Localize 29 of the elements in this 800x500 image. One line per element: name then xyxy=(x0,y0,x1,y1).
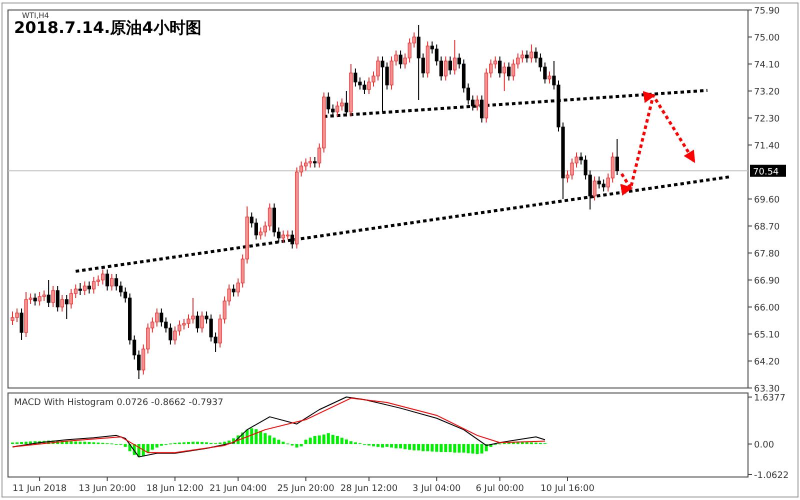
y-tick-label: 63.30 xyxy=(754,384,780,394)
x-tick-label: 11 Jun 2018 xyxy=(12,484,67,494)
x-tick-label: 28 Jun 12:00 xyxy=(340,484,398,494)
x-tick-label: 10 Jul 16:00 xyxy=(540,484,595,494)
y-tick-label: 68.70 xyxy=(754,222,780,232)
x-tick-label: 6 Jul 00:00 xyxy=(476,484,524,494)
x-tick-label: 25 Jun 20:00 xyxy=(277,484,335,494)
y-tick-label: 75.90 xyxy=(754,6,780,16)
x-tick-label: 13 Jun 20:00 xyxy=(78,484,136,494)
y-tick-label: 69.60 xyxy=(754,196,780,206)
text: MACD With Histogram 0.0726 -0.8662 -0.7937 xyxy=(14,398,224,408)
y-tick-label: 71.40 xyxy=(754,142,780,152)
y-tick-label: 67.80 xyxy=(754,250,780,260)
text: 2018.7.14.原油4小时图 xyxy=(14,18,202,37)
y-tick-label: -1.0622 xyxy=(754,470,789,481)
x-tick-label: 3 Jul 04:00 xyxy=(412,484,462,494)
y-tick-label: 65.10 xyxy=(754,330,780,340)
y-tick-label: 1.6377 xyxy=(754,394,786,404)
x-tick-label: 18 Jun 12:00 xyxy=(146,484,204,494)
x-tick-label: 21 Jun 04:00 xyxy=(210,484,267,494)
ref-line-label: 70.54 xyxy=(753,167,780,178)
y-tick-label: 66.90 xyxy=(754,276,780,286)
y-tick-label: 72.30 xyxy=(754,114,780,124)
y-tick-label: 0.00 xyxy=(754,440,774,451)
y-tick-label: 75.00 xyxy=(754,34,780,44)
y-tick-label: 73.20 xyxy=(754,88,780,98)
y-tick-label: 74.10 xyxy=(754,60,780,70)
y-tick-label: 66.00 xyxy=(754,304,780,314)
y-tick-label: 64.20 xyxy=(754,358,780,368)
